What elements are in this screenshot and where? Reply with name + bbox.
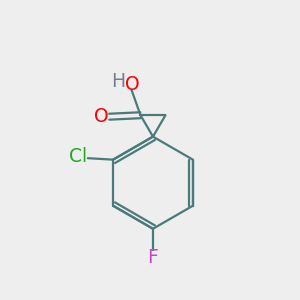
Text: F: F bbox=[148, 248, 158, 267]
Text: O: O bbox=[94, 106, 109, 126]
Text: O: O bbox=[125, 75, 140, 94]
Text: Cl: Cl bbox=[69, 148, 87, 166]
Text: H: H bbox=[111, 71, 125, 91]
